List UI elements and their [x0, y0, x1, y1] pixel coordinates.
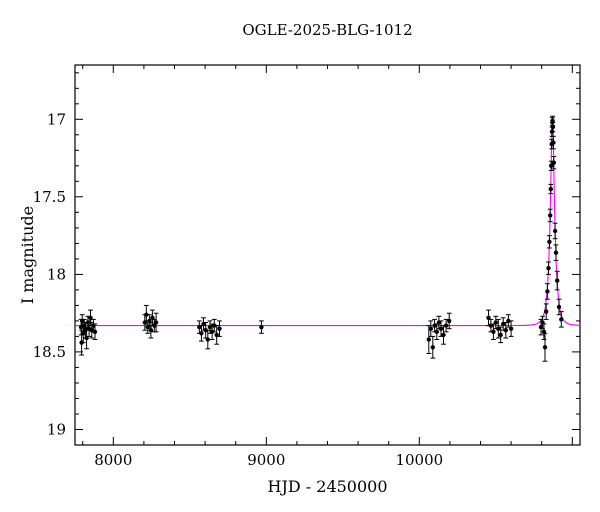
x-axis-label: HJD - 2450000	[267, 477, 388, 496]
chart-title: OGLE-2025-BLG-1012	[242, 21, 413, 39]
y-axis-label: I magnitude	[18, 205, 37, 305]
svg-text:10000: 10000	[395, 451, 443, 469]
svg-text:17: 17	[47, 110, 66, 128]
svg-text:19: 19	[47, 420, 66, 438]
svg-text:8000: 8000	[94, 451, 132, 469]
svg-text:18: 18	[47, 265, 66, 283]
svg-text:9000: 9000	[247, 451, 285, 469]
svg-text:17.5: 17.5	[33, 188, 66, 206]
svg-text:18.5: 18.5	[33, 343, 66, 361]
